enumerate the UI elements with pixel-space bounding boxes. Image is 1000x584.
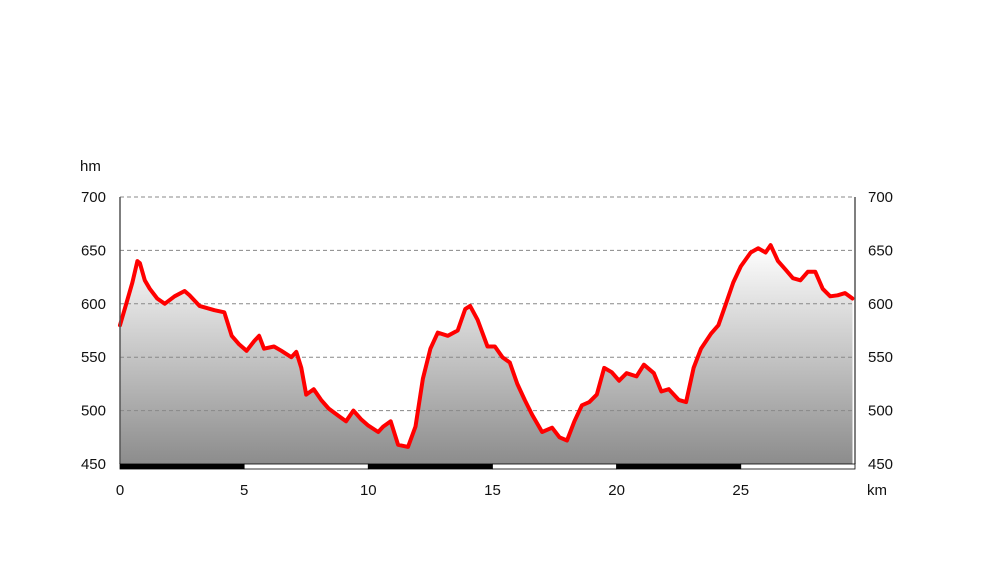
tick-labels-layer: 450 450 500 500 550 550 600 600 650 650 700 700 0 5 10… (81, 189, 893, 499)
scale-segment-25 (740, 463, 856, 470)
scale-segment-20 (616, 463, 742, 470)
x-tick-0: 0 (116, 482, 124, 499)
y-tick-left-650: 650 (81, 242, 106, 259)
x-tick-15: 15 (484, 482, 501, 499)
y-tick-left-600: 600 (81, 296, 106, 313)
x-tick-25: 25 (732, 482, 749, 499)
y-tick-left-550: 550 (81, 349, 106, 366)
scale-segment-5 (243, 463, 369, 470)
y-tick-right-500: 500 (868, 403, 893, 420)
area-fill-layer (120, 245, 853, 464)
x-tick-10: 10 (360, 482, 377, 499)
y-axis-unit-label: hm (80, 158, 101, 175)
axis-layer (119, 197, 856, 470)
scale-segment-10 (367, 463, 493, 470)
x-axis-unit-label: km (867, 482, 887, 499)
y-tick-right-600: 600 (868, 296, 893, 313)
scale-segment-15 (492, 463, 618, 470)
x-tick-20: 20 (608, 482, 625, 499)
y-tick-left-700: 700 (81, 189, 106, 206)
y-tick-right-650: 650 (868, 242, 893, 259)
x-tick-5: 5 (240, 482, 248, 499)
y-tick-left-500: 500 (81, 403, 106, 420)
y-tick-right-550: 550 (868, 349, 893, 366)
y-tick-right-700: 700 (868, 189, 893, 206)
grid-layer (120, 196, 855, 412)
scale-segment-0 (119, 463, 245, 470)
elevation-line (118, 243, 855, 449)
line-layer (118, 243, 855, 449)
elevation-area (120, 245, 853, 464)
y-tick-right-450: 450 (868, 456, 893, 473)
y-tick-left-450: 450 (81, 456, 106, 473)
